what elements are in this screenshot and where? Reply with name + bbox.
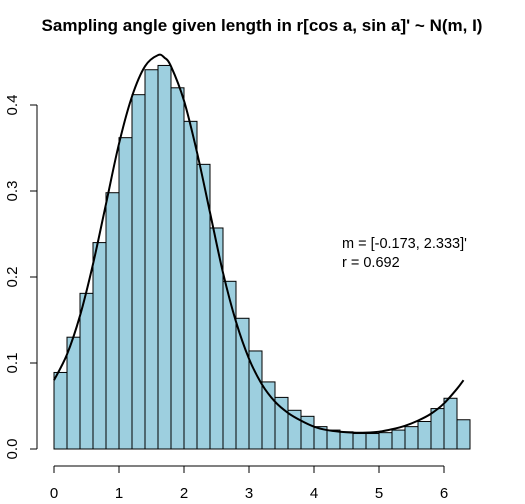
histogram-bar <box>378 432 393 450</box>
histogram-bar <box>235 317 250 450</box>
histogram-bar <box>456 419 471 450</box>
x-tick-label: 0 <box>50 485 58 502</box>
x-tick-label: 1 <box>115 485 123 502</box>
histogram-bar <box>118 137 133 450</box>
x-tick-label: 5 <box>375 485 383 502</box>
histogram-bar <box>404 426 419 450</box>
x-tick-label: 3 <box>245 485 253 502</box>
y-tick-label: 0.4 <box>4 95 21 116</box>
histogram-bar <box>391 429 406 450</box>
histogram-bar <box>79 292 94 450</box>
histogram-bar <box>131 94 146 450</box>
histogram-bar <box>92 242 107 450</box>
x-axis: 0 1 2 3 4 5 6 <box>50 465 448 502</box>
histogram-bar <box>170 87 185 450</box>
histogram-bar <box>53 371 68 450</box>
histogram-bar <box>443 397 458 450</box>
x-tick-label: 6 <box>440 485 448 502</box>
histogram-bar <box>430 408 445 450</box>
histogram-bar <box>66 336 81 450</box>
histogram-bar <box>417 420 432 450</box>
histogram-bar <box>274 396 289 450</box>
y-tick-label: 0.2 <box>4 267 21 288</box>
x-tick-label: 4 <box>310 485 318 502</box>
annotation-mean: m = [-0.173, 2.333]' <box>342 236 467 252</box>
histogram-bar <box>339 431 354 450</box>
histogram-bar <box>326 429 341 450</box>
x-tick-label: 2 <box>180 485 188 502</box>
histogram-bar <box>105 192 120 450</box>
annotation-r: r = 0.692 <box>342 255 400 271</box>
y-tick-label: 0.0 <box>4 439 21 460</box>
histogram-bar <box>222 280 237 450</box>
histogram-bar <box>261 381 276 450</box>
chart-title: Sampling angle given length in r[cos a, … <box>42 16 483 35</box>
histogram-bars <box>53 64 471 450</box>
histogram-bar <box>365 433 380 450</box>
histogram-bar <box>183 120 198 450</box>
histogram-bar <box>144 69 159 450</box>
density-curve <box>53 53 465 434</box>
histogram-bar <box>157 64 172 450</box>
y-tick-label: 0.3 <box>4 181 21 202</box>
y-tick-label: 0.1 <box>4 353 21 374</box>
histogram-bar <box>352 433 367 450</box>
y-axis: 0.0 0.1 0.2 0.3 0.4 <box>4 95 38 460</box>
